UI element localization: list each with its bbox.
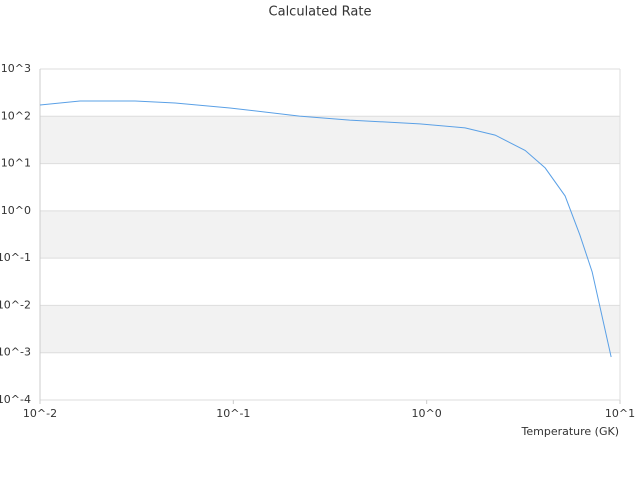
y-tick-label: 10^3	[1, 62, 31, 75]
x-tick-label: 10^1	[605, 407, 635, 420]
plot-background	[40, 68, 620, 401]
chart-title: Calculated Rate	[269, 5, 372, 20]
x-tick-label: 10^-2	[23, 407, 57, 420]
grid-band	[40, 210, 620, 259]
data-line	[39, 100, 612, 358]
y-tick-label: 10^-1	[0, 251, 31, 264]
x-tick-label: 10^-1	[216, 407, 250, 420]
y-tick-label: 10^0	[1, 204, 31, 217]
y-tick-label: 10^-2	[0, 298, 31, 311]
x-tick-label: 10^0	[412, 407, 442, 420]
y-tick-label: 10^-4	[0, 393, 31, 406]
x-axis-label: Temperature (GK)	[521, 425, 620, 438]
y-tick-label: 10^1	[1, 157, 31, 170]
grid-band	[40, 116, 620, 164]
y-tick-label: 10^2	[1, 109, 31, 122]
y-tick-label: 10^-3	[0, 346, 31, 359]
grid-band	[40, 305, 620, 353]
